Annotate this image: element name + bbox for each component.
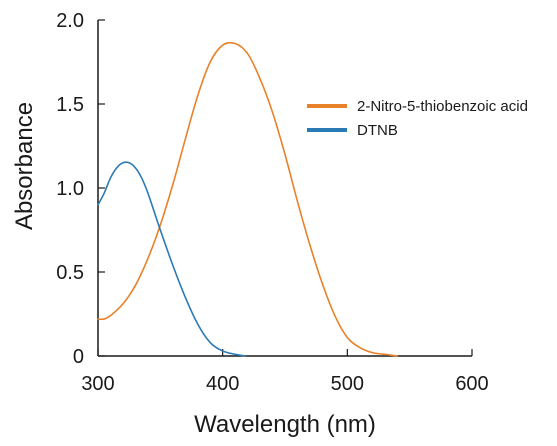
legend-label: DTNB — [357, 122, 398, 139]
y-tick-label: 0.5 — [56, 262, 84, 284]
x-tick-label: 500 — [331, 373, 364, 395]
x-tick-label: 400 — [206, 373, 239, 395]
series-line-dtnb — [97, 161, 246, 357]
y-axis-ticks: 0 0.5 1.0 1.5 2.0 — [56, 10, 105, 368]
x-axis-ticks: 300 400 500 600 — [81, 349, 489, 395]
chart-axes — [97, 20, 472, 357]
y-tick-label: 2.0 — [56, 10, 84, 32]
x-axis-label: Wavelength (nm) — [194, 411, 376, 438]
series-lines — [97, 41, 398, 357]
y-axis-label: Absorbance — [11, 102, 38, 230]
series-line-2-nitro-5-thiobenzoic-acid — [97, 41, 398, 357]
y-tick-label: 1.5 — [56, 94, 84, 116]
x-tick-label: 600 — [455, 373, 488, 395]
y-tick-label: 0 — [73, 346, 84, 368]
legend-label: 2-Nitro-5-thiobenzoic acid — [357, 98, 528, 115]
x-tick-label: 300 — [81, 373, 114, 395]
y-tick-label: 1.0 — [56, 178, 84, 200]
legend: 2-Nitro-5-thiobenzoic acid DTNB — [307, 98, 528, 139]
